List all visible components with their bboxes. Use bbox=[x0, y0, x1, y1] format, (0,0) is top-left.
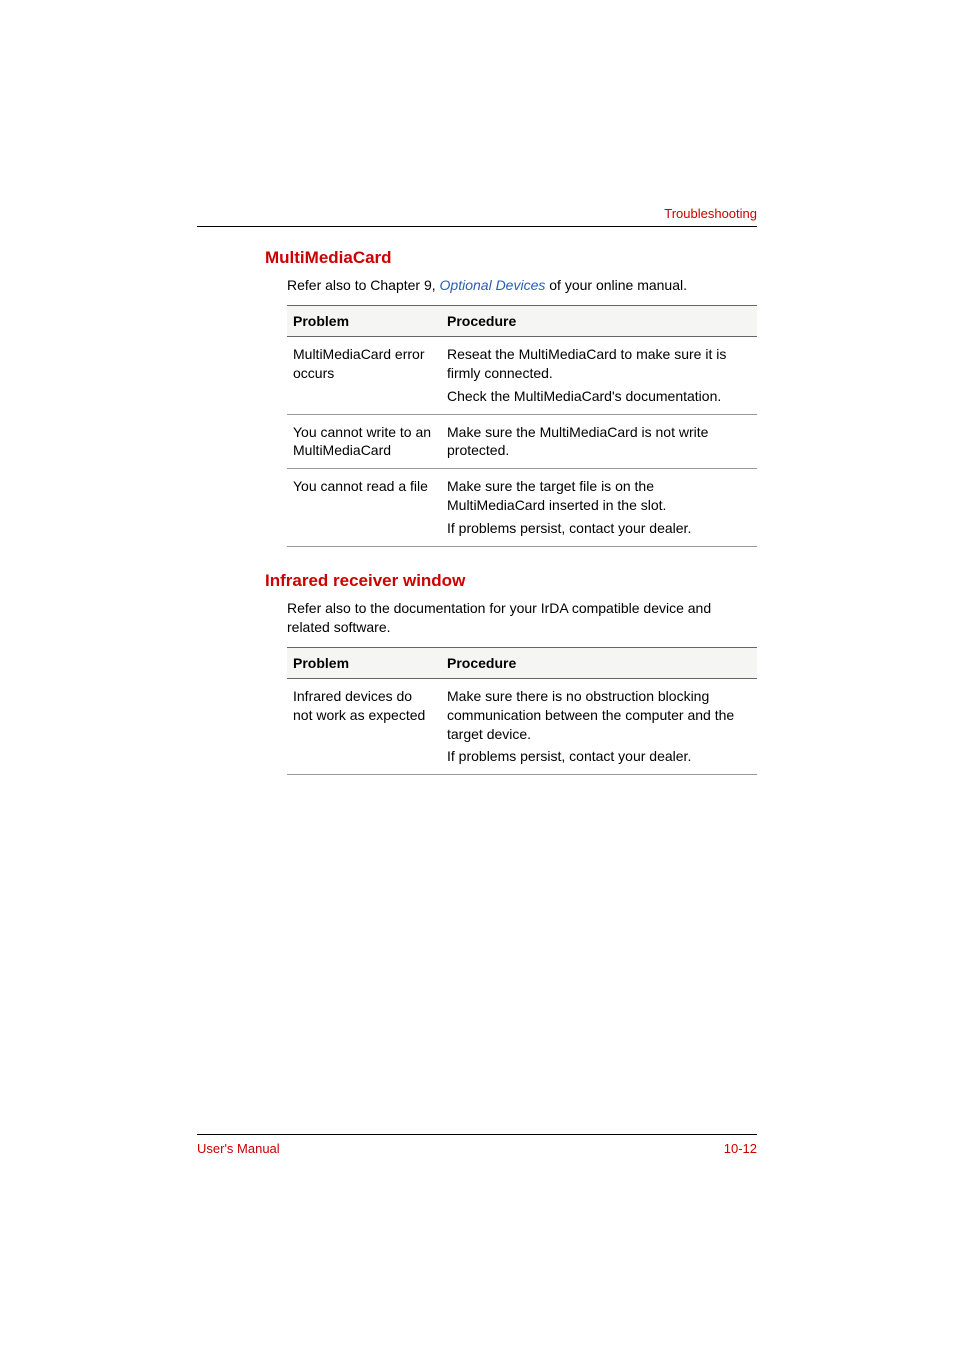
footer-left: User's Manual bbox=[197, 1141, 280, 1156]
cell-procedure: Make sure the MultiMediaCard is not writ… bbox=[441, 414, 757, 469]
section-title: MultiMediaCard bbox=[265, 248, 757, 268]
cell-problem: Infrared devices do not work as expected bbox=[287, 678, 441, 775]
table-row: Infrared devices do not work as expected… bbox=[287, 678, 757, 775]
cell-problem: You cannot read a file bbox=[287, 469, 441, 547]
footer-right: 10-12 bbox=[724, 1141, 757, 1156]
section-title: Infrared receiver window bbox=[265, 571, 757, 591]
page: Troubleshooting MultiMediaCard Refer als… bbox=[0, 0, 954, 1351]
col-header-problem: Problem bbox=[287, 305, 441, 336]
table-header-row: Problem Procedure bbox=[287, 647, 757, 678]
col-header-procedure: Procedure bbox=[441, 305, 757, 336]
header-rule bbox=[197, 226, 757, 227]
col-header-problem: Problem bbox=[287, 647, 441, 678]
procedure-line: Make sure the target file is on the Mult… bbox=[447, 477, 751, 515]
cell-procedure: Make sure the target file is on the Mult… bbox=[441, 469, 757, 547]
procedure-line: If problems persist, contact your dealer… bbox=[447, 747, 751, 766]
col-header-procedure: Procedure bbox=[441, 647, 757, 678]
page-header: Troubleshooting bbox=[197, 206, 757, 227]
procedure-line: If problems persist, contact your dealer… bbox=[447, 519, 751, 538]
procedure-line: Check the MultiMediaCard's documentation… bbox=[447, 387, 751, 406]
cell-problem: You cannot write to an MultiMediaCard bbox=[287, 414, 441, 469]
page-footer: User's Manual 10-12 bbox=[197, 1134, 757, 1156]
cell-procedure: Reseat the MultiMediaCard to make sure i… bbox=[441, 336, 757, 414]
section-infrared: Infrared receiver window Refer also to t… bbox=[265, 571, 757, 775]
section-multimediacard: MultiMediaCard Refer also to Chapter 9, … bbox=[265, 248, 757, 547]
procedure-line: Make sure there is no obstruction blocki… bbox=[447, 687, 751, 744]
footer-row: User's Manual 10-12 bbox=[197, 1141, 757, 1156]
section-intro: Refer also to the documentation for your… bbox=[287, 599, 757, 637]
intro-prefix: Refer also to Chapter 9, bbox=[287, 277, 440, 293]
table-row: You cannot read a file Make sure the tar… bbox=[287, 469, 757, 547]
header-label: Troubleshooting bbox=[197, 206, 757, 226]
troubleshooting-table: Problem Procedure MultiMediaCard error o… bbox=[287, 305, 757, 547]
table-row: You cannot write to an MultiMediaCard Ma… bbox=[287, 414, 757, 469]
table-header-row: Problem Procedure bbox=[287, 305, 757, 336]
footer-rule bbox=[197, 1134, 757, 1135]
optional-devices-link[interactable]: Optional Devices bbox=[440, 277, 546, 293]
intro-suffix: of your online manual. bbox=[545, 277, 687, 293]
cell-procedure: Make sure there is no obstruction blocki… bbox=[441, 678, 757, 775]
table-row: MultiMediaCard error occurs Reseat the M… bbox=[287, 336, 757, 414]
troubleshooting-table: Problem Procedure Infrared devices do no… bbox=[287, 647, 757, 776]
procedure-line: Reseat the MultiMediaCard to make sure i… bbox=[447, 345, 751, 383]
cell-problem: MultiMediaCard error occurs bbox=[287, 336, 441, 414]
section-intro: Refer also to Chapter 9, Optional Device… bbox=[287, 276, 757, 295]
procedure-line: Make sure the MultiMediaCard is not writ… bbox=[447, 423, 751, 461]
content: MultiMediaCard Refer also to Chapter 9, … bbox=[265, 248, 757, 775]
